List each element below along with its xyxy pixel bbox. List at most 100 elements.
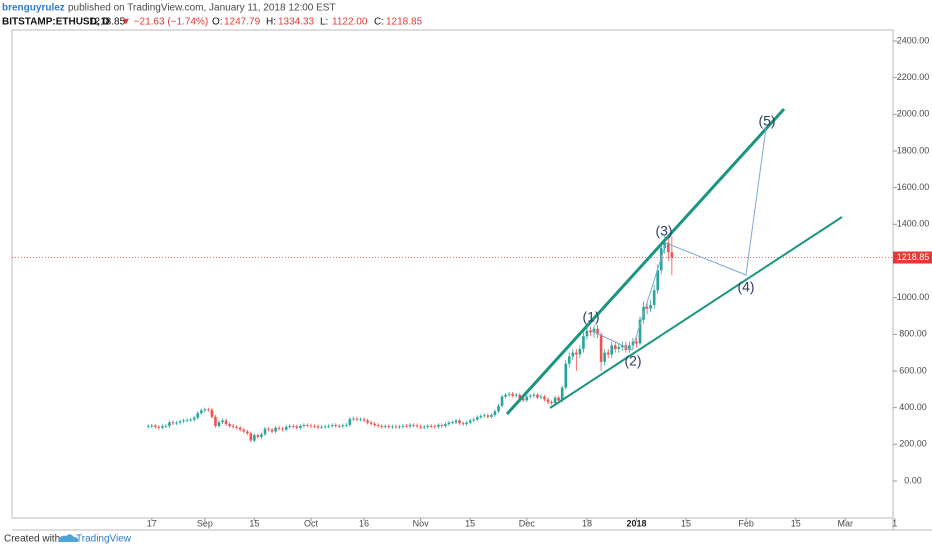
plot-frame (11, 29, 894, 519)
candle-body (291, 425, 295, 427)
candle-body (465, 422, 468, 425)
y-tick-label: 400.00 (899, 402, 927, 412)
candle-body (189, 419, 192, 421)
candle-body (490, 414, 493, 417)
candle-body (514, 394, 518, 396)
x-tick-label: 15 (681, 518, 691, 528)
x-tick-label: Oct (304, 518, 319, 528)
candle-body (196, 413, 200, 418)
candle-body (274, 427, 277, 432)
candle-body (405, 425, 408, 427)
symbol: BITSTAMP:ETHUSD, D (2, 17, 110, 28)
ohlc-value: 1247.79 (224, 17, 261, 28)
candle-body (518, 394, 522, 399)
candle-body (557, 397, 560, 401)
candle-body (345, 424, 348, 426)
author[interactable]: brenguyrulez (2, 3, 65, 14)
candle-body (341, 425, 345, 427)
plot (12, 235, 893, 443)
y-tick-label: 800.00 (899, 329, 927, 339)
candle-body (504, 394, 507, 397)
x-tick-label: 1 (892, 518, 897, 528)
candle-body (419, 426, 422, 428)
candle-body (426, 425, 430, 427)
wave-path (589, 127, 767, 351)
candle-body (575, 352, 578, 355)
candle-body (327, 425, 330, 427)
candle-body (525, 396, 529, 401)
candle-body (670, 252, 674, 258)
candle-body (231, 425, 235, 427)
candle-body (394, 426, 398, 428)
candle-body (656, 270, 660, 291)
candle-body (401, 425, 405, 427)
candle-body (203, 409, 207, 411)
candle-body (479, 415, 483, 418)
last-price-label: 1218.85 (897, 252, 930, 262)
candle-body (652, 290, 656, 305)
wave-label: (2) (624, 353, 641, 369)
candle-body (529, 395, 532, 397)
y-tick-label: 1600.00 (897, 182, 930, 192)
y-tick-label: 1000.00 (897, 292, 930, 302)
candle-body (468, 420, 472, 423)
candle-body (362, 419, 366, 421)
candle-body (249, 433, 253, 441)
ohlc-label: L: (320, 17, 328, 28)
candle-body (391, 426, 394, 428)
x-tick-label: Nov (413, 518, 430, 528)
candle-body (288, 425, 292, 427)
candle-body (309, 425, 313, 427)
candle-body (539, 396, 543, 398)
candle-body (153, 425, 157, 427)
candle-body (458, 420, 461, 424)
candle-body (493, 411, 497, 415)
last-price: 1218.85 (89, 17, 126, 28)
candle-body (373, 423, 376, 426)
candle-body (546, 399, 550, 403)
candle-body (359, 419, 362, 421)
trend-line-lower (549, 216, 843, 409)
candle-body (245, 431, 249, 434)
candle-body (610, 345, 614, 355)
candle-body (281, 428, 284, 430)
candle-body (649, 304, 652, 309)
candle-body (267, 428, 270, 430)
candle-body (369, 422, 373, 424)
candle-body (475, 417, 479, 420)
candle-body (224, 420, 228, 425)
candle-body (536, 394, 539, 398)
y-tick-label: 600.00 (899, 365, 927, 375)
ohlc: O: 1247.79 H: 1334.33 L: 1122.00 C: 1218.85 (212, 17, 423, 28)
candle-body (567, 356, 571, 364)
wave-label: (3) (655, 223, 672, 239)
candle-body (631, 341, 635, 346)
candle-body (157, 426, 161, 428)
y-tick-label: 2400.00 (897, 35, 930, 45)
footer-brand[interactable]: TradingView (76, 534, 132, 545)
candle-body (628, 345, 631, 350)
x-tick-label: 15 (465, 518, 475, 528)
wave-label: (1) (582, 309, 599, 325)
candle-body (161, 426, 164, 428)
candle-body (330, 425, 334, 426)
candle-body (182, 420, 185, 422)
x-tick-label: 16 (359, 518, 369, 528)
candle-body (238, 427, 242, 430)
candle-body (437, 425, 440, 427)
candle-body (532, 394, 536, 396)
wave-label: (5) (758, 113, 775, 129)
candle-body (599, 334, 603, 362)
candle-body (578, 348, 582, 355)
candle-body (454, 420, 458, 423)
candle-body (617, 347, 621, 349)
candle-body (207, 409, 210, 411)
candle-body (348, 419, 352, 425)
candle-body (352, 418, 355, 420)
candle-body (175, 422, 178, 424)
candle-body (299, 425, 302, 428)
wave-label: (4) (737, 279, 754, 295)
ohlc-label: H: (266, 17, 276, 28)
ohlc-value: 1218.85 (386, 17, 423, 28)
